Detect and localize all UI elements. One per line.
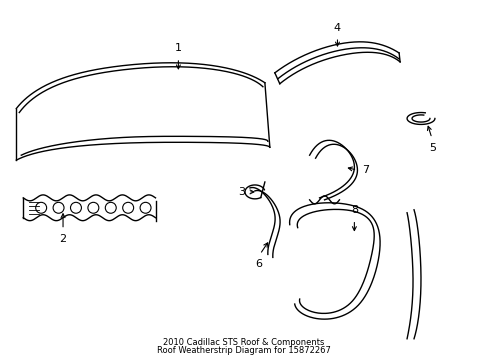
- Text: 6: 6: [255, 260, 262, 269]
- Text: 5: 5: [428, 143, 435, 153]
- Text: Roof Weatherstrip Diagram for 15872267: Roof Weatherstrip Diagram for 15872267: [157, 346, 330, 355]
- Text: 1: 1: [175, 43, 182, 53]
- Text: 2010 Cadillac STS Roof & Components: 2010 Cadillac STS Roof & Components: [163, 338, 324, 347]
- Text: 4: 4: [333, 23, 340, 33]
- Text: 8: 8: [350, 205, 357, 215]
- Text: 7: 7: [362, 165, 369, 175]
- Text: 3: 3: [238, 187, 244, 197]
- Text: 2: 2: [60, 234, 66, 244]
